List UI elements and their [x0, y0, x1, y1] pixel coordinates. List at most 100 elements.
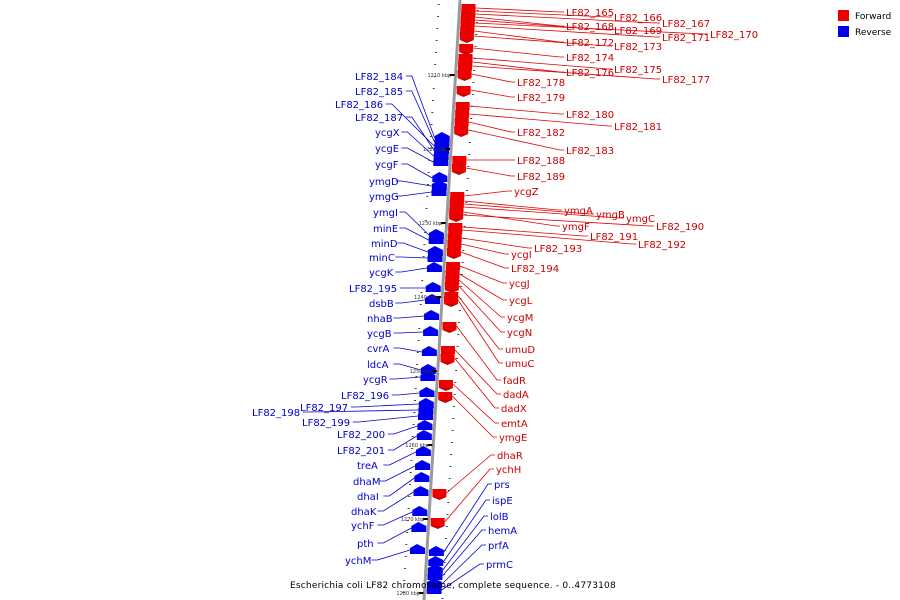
forward-leader-line: [465, 167, 515, 177]
backbone-dot: [420, 292, 423, 293]
forward-gene-arrow: [438, 388, 453, 391]
reverse-gene-label: LF82_200: [337, 430, 385, 441]
reverse-leader-line: [441, 563, 484, 591]
backbone-dot: [475, 34, 478, 35]
forward-gene-label: dadX: [501, 404, 527, 415]
forward-gene-label: ymgF: [562, 222, 590, 233]
forward-gene-block: [438, 380, 453, 388]
backbone-dot: [470, 118, 473, 119]
reverse-leader-line: [397, 242, 429, 253]
backbone-dot: [473, 70, 476, 71]
backbone-dot: [405, 544, 408, 545]
backbone-dot: [452, 418, 455, 419]
reverse-leader-line: [399, 211, 430, 236]
forward-leader-line: [461, 237, 532, 249]
backbone-dot: [428, 160, 431, 161]
reverse-leader-line: [442, 529, 486, 577]
forward-gene-block: [448, 226, 463, 234]
forward-gene-label: ycgN: [507, 328, 532, 339]
reverse-gene-label: ycgF: [375, 160, 399, 171]
forward-gene-label: fadR: [503, 376, 526, 387]
reverse-gene-block: [416, 430, 432, 440]
forward-gene-block: [458, 62, 473, 70]
backbone-dot: [451, 430, 454, 431]
backbone-dot: [411, 448, 414, 449]
backbone-dot: [467, 166, 470, 167]
reverse-leader-line: [395, 267, 427, 273]
reverse-gene-block: [418, 398, 434, 408]
forward-gene-label: LF82_181: [614, 122, 662, 133]
reverse-leader-line: [383, 477, 415, 497]
forward-gene-arrow: [456, 94, 471, 97]
backbone-dot: [411, 436, 414, 437]
reverse-leader-line: [443, 483, 492, 553]
forward-gene-label: LF82_168: [566, 22, 614, 33]
reverse-gene-label: minE: [373, 224, 398, 235]
backbone-dot: [406, 520, 409, 521]
axis-tick-mark: [427, 444, 433, 446]
backbone-dot: [427, 172, 430, 173]
reverse-leader-line: [383, 451, 417, 466]
backbone-dot: [431, 112, 434, 113]
axis-tick-mark: [449, 74, 455, 76]
backbone-dot: [450, 454, 453, 455]
forward-gene-label: ycgZ: [514, 187, 539, 198]
reverse-gene-block: [410, 544, 425, 554]
reverse-leader-line: [395, 180, 432, 187]
reverse-leader-line: [393, 315, 425, 319]
forward-leader-line: [474, 19, 612, 31]
reverse-gene-label: LF82_185: [355, 87, 403, 98]
backbone-dot: [443, 562, 446, 563]
forward-gene-arrow: [442, 330, 457, 333]
forward-gene-label: LF82_190: [656, 222, 704, 233]
backbone-dot: [455, 358, 458, 359]
forward-leader-line: [462, 229, 636, 245]
forward-gene-label: LF82_169: [614, 26, 662, 37]
reverse-leader-line: [350, 403, 419, 408]
backbone-dot: [419, 316, 422, 317]
coordinate-ticks: 1210 kbp 1220 kbp 1230 kbp 1240 kbp 1250 kbp…: [396, 73, 455, 597]
forward-gene-label: LF82_177: [662, 75, 710, 86]
backbone-dot: [465, 202, 468, 203]
backbone-dot: [437, 16, 440, 17]
axis-tick-mark: [440, 222, 446, 224]
backbone-dot: [469, 130, 472, 131]
backbone-dot: [421, 280, 424, 281]
axis-tick-label: 1230 kbp: [419, 221, 443, 227]
forward-gene-label: LF82_183: [566, 146, 614, 157]
forward-gene-label: ymgA: [564, 206, 593, 217]
backbone-dot: [410, 460, 413, 461]
backbone-dot: [414, 400, 416, 401]
forward-leader-line: [456, 325, 501, 381]
backbone-dot: [414, 388, 417, 389]
backbone-dot: [436, 28, 439, 29]
forward-gene-block: [460, 22, 475, 30]
forward-leader-line: [463, 203, 594, 215]
reverse-gene-label: ycgX: [375, 128, 400, 139]
axis-tick-label: 1270 kbp: [401, 517, 425, 523]
reverse-leader-line: [387, 435, 418, 451]
backbone-dot: [425, 208, 428, 209]
backbone-dot: [460, 274, 463, 275]
forward-leader-line: [471, 73, 515, 83]
reverse-gene-block: [433, 150, 449, 160]
forward-gene-block: [445, 270, 460, 278]
reverse-leader-line: [302, 409, 419, 413]
reverse-leader-line: [393, 363, 421, 371]
backbone-dot: [473, 58, 476, 59]
forward-leader-line: [461, 243, 509, 255]
reverse-gene-block: [415, 460, 431, 470]
forward-gene-label: LF82_173: [614, 42, 662, 53]
backbone-dot: [442, 574, 445, 575]
backbone-dot: [424, 220, 427, 221]
axis-tick-mark: [431, 370, 437, 372]
forward-gene-label: LF82_180: [566, 110, 614, 121]
reverse-gene-label: dhaI: [357, 492, 379, 503]
backbone-dot: [406, 532, 409, 533]
reverse-gene-block: [421, 346, 437, 356]
reverse-gene-label: LF82_187: [355, 113, 403, 124]
backbone-dot: [458, 322, 461, 323]
forward-leader-line: [454, 357, 499, 409]
reverse-gene-block: [431, 180, 447, 190]
reverse-leader-line: [389, 376, 421, 380]
